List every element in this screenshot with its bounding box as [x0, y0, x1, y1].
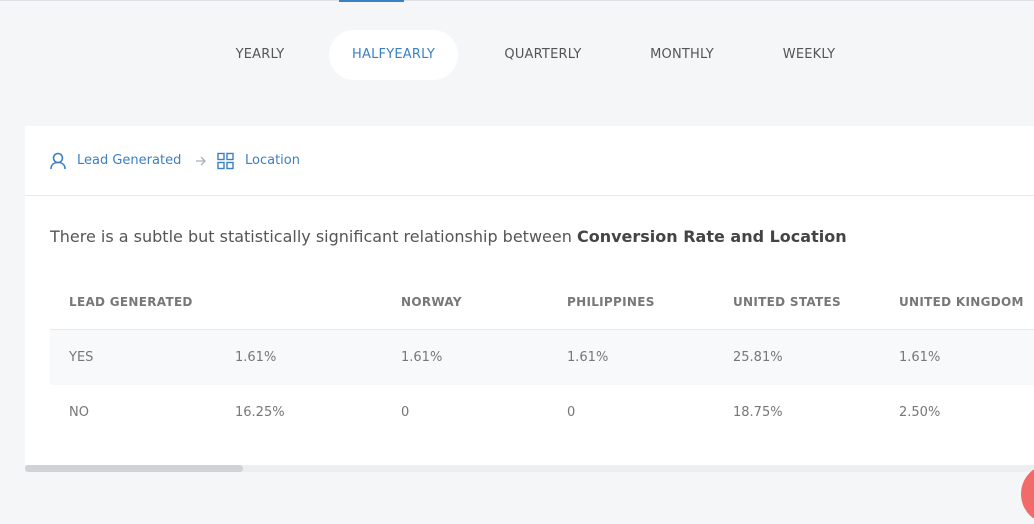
tab-yearly[interactable]: YEARLY: [235, 47, 285, 62]
breadcrumb: Lead Generated Location: [25, 126, 1034, 196]
header-norway: NORWAY: [401, 295, 462, 309]
floating-action-button[interactable]: [1021, 464, 1034, 524]
user-icon: [49, 151, 67, 171]
table-cell: 1.61%: [899, 350, 941, 365]
table-cell: 18.75%: [733, 405, 783, 420]
arrow-right-icon: [195, 151, 207, 171]
insight-prefix: There is a subtle but statistically sign…: [50, 227, 577, 246]
table-cell: 2.50%: [899, 405, 941, 420]
table-row: YES 1.61% 1.61% 1.61% 25.81% 1.61%: [50, 330, 1034, 385]
breadcrumb-lead-generated[interactable]: Lead Generated: [77, 153, 182, 168]
table-header: LEAD GENERATED NORWAY PHILIPPINES UNITED…: [50, 284, 1034, 330]
table-cell: 16.25%: [235, 405, 285, 420]
table-cell: 0: [401, 405, 410, 420]
grid-icon: [217, 151, 234, 171]
table-cell: 1.61%: [401, 350, 443, 365]
table-cell: 1.61%: [235, 350, 277, 365]
header-united-kingdom: UNITED KINGDOM: [899, 295, 1024, 309]
tab-halfyearly[interactable]: HALFYEARLY: [329, 30, 458, 80]
table-cell: 0: [567, 405, 576, 420]
table-row: NO 16.25% 0 0 18.75% 2.50%: [50, 385, 1034, 440]
insight-text: There is a subtle but statistically sign…: [50, 227, 847, 246]
table-cell: NO: [69, 405, 89, 420]
insight-emphasis: Conversion Rate and Location: [576, 227, 847, 246]
header-united-states: UNITED STATES: [733, 295, 841, 309]
active-nav-indicator: [339, 0, 404, 2]
top-divider: [0, 0, 1034, 1]
tab-monthly[interactable]: MONTHLY: [650, 47, 714, 62]
period-tabs: YEARLY HALFYEARLY QUARTERLY MONTHLY WEEK…: [0, 30, 1034, 80]
horizontal-scrollbar-track[interactable]: [25, 465, 1034, 472]
table-cell: 25.81%: [733, 350, 783, 365]
insight-card: Lead Generated Location There is a subtl…: [25, 126, 1034, 466]
header-philippines: PHILIPPINES: [567, 295, 655, 309]
breadcrumb-location[interactable]: Location: [245, 153, 300, 168]
tab-quarterly[interactable]: QUARTERLY: [504, 47, 582, 62]
tab-weekly[interactable]: WEEKLY: [782, 47, 836, 62]
header-lead-generated: LEAD GENERATED: [69, 295, 193, 309]
table-cell: YES: [69, 350, 94, 365]
table-cell: 1.61%: [567, 350, 609, 365]
horizontal-scrollbar-thumb[interactable]: [25, 465, 243, 472]
